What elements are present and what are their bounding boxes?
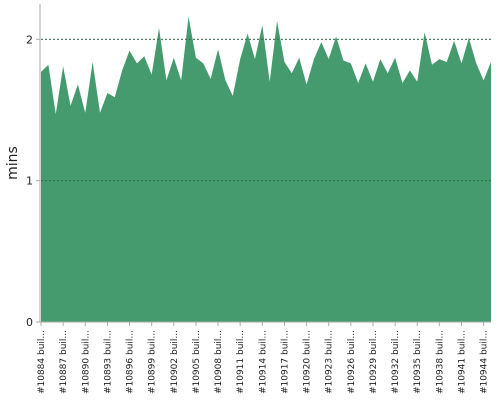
x-tick-label: #10908 buil...	[214, 330, 224, 394]
y-axis-title: mins	[5, 146, 21, 180]
x-tick-label: #10938 buil...	[435, 330, 445, 394]
x-tick-label: #10884 buil...	[37, 330, 47, 394]
x-tick-label: #10899 buil...	[148, 330, 158, 394]
x-tick-labels: #10884 buil... #10887 buil... #10890 buil.…	[37, 322, 490, 394]
x-tick-label: #10893 buil...	[103, 330, 113, 394]
area-fill	[41, 16, 491, 322]
x-tick-label: #10935 buil...	[413, 330, 423, 394]
y-tick-label: 1	[26, 175, 33, 188]
x-tick-label: #10890 buil...	[81, 330, 91, 394]
x-tick-label: #10941 buil...	[457, 330, 467, 394]
x-tick-label: #10902 buil...	[170, 330, 180, 394]
y-tick-labels: 0 1 2	[26, 33, 40, 329]
axes	[39, 4, 491, 323]
y-tick-label: 2	[26, 33, 33, 46]
x-tick-label: #10929 buil...	[369, 330, 379, 394]
x-tick-label: #10896 buil...	[126, 330, 136, 394]
x-tick-label: #10905 buil...	[192, 330, 202, 394]
x-tick-label: #10911 buil...	[236, 330, 246, 394]
x-tick-label: #10917 buil...	[280, 330, 290, 394]
x-tick-label: #10944 buil...	[480, 330, 490, 394]
x-tick-label: #10914 buil...	[258, 330, 268, 394]
x-tick-label: #10920 buil...	[303, 330, 313, 394]
x-tick-label: #10887 buil...	[59, 330, 69, 394]
area-series	[41, 16, 491, 322]
x-tick-label: #10923 buil...	[325, 330, 335, 394]
x-tick-label: #10926 buil...	[347, 330, 357, 394]
x-tick-label: #10932 buil...	[391, 330, 401, 394]
y-tick-label: 0	[26, 316, 33, 329]
